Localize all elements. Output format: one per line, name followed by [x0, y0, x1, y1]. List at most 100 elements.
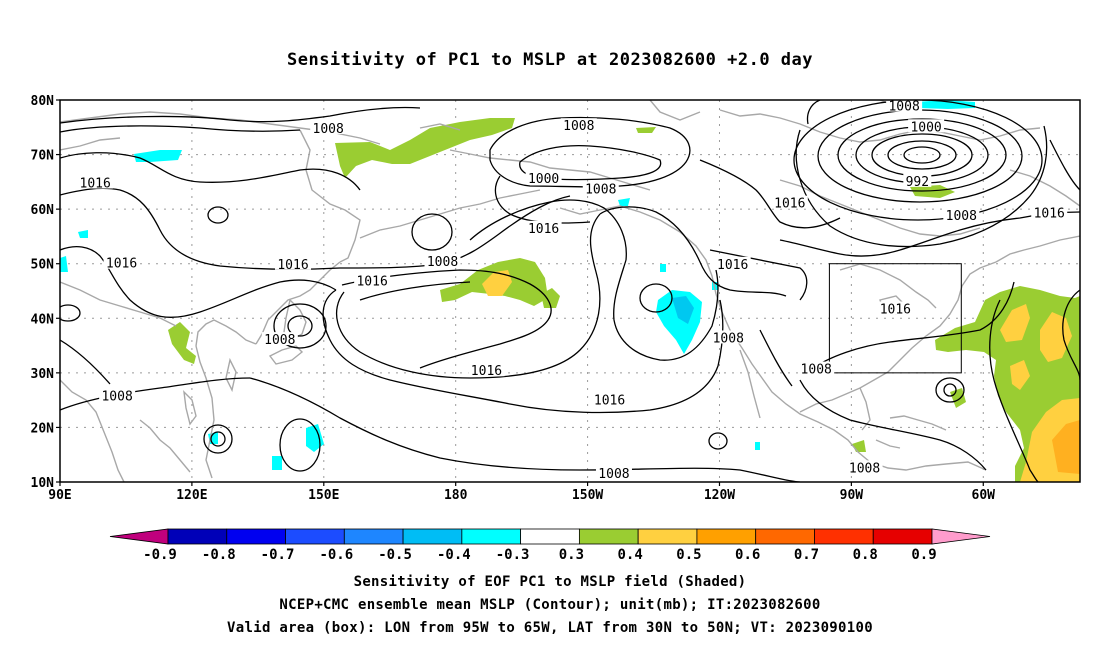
contour-label: 1008: [849, 461, 880, 476]
contour-label-bg: [525, 220, 562, 234]
contour-label: 1008: [563, 119, 594, 134]
shade-patch-green: [168, 322, 196, 364]
contour-label-bg: [903, 173, 932, 187]
caption-shading: Sensitivity of EOF PC1 to MSLP field (Sh…: [353, 574, 747, 590]
shade-patch-yellow: [1040, 312, 1072, 362]
contour-ring: [210, 431, 226, 447]
contour-line: [469, 199, 627, 261]
colorbar-box: [343, 528, 404, 545]
contour-line: [806, 100, 821, 125]
colorbar-box: [520, 528, 580, 545]
contour-label: 1016: [774, 197, 805, 212]
colorbar-label: 0.4: [618, 547, 643, 563]
contour-label: 1008: [946, 209, 977, 224]
contour-label: 1008: [313, 122, 344, 137]
contour-ring: [273, 303, 327, 349]
colorbar-box: [814, 528, 874, 545]
contour-label-bg: [886, 100, 923, 112]
shade-patch-cyan: [78, 230, 88, 238]
shade-patch-cyan: [660, 264, 666, 272]
contour-label: 1008: [598, 467, 629, 482]
shade-patch-green: [910, 185, 955, 198]
contour-label: 1016: [1034, 207, 1065, 222]
shade-patch-orange: [1052, 420, 1080, 474]
lat-tick-label: 70N: [31, 149, 55, 164]
lat-tick-label: 40N: [31, 312, 55, 327]
contour-label: 1008: [801, 363, 832, 378]
colorbar-box: [696, 528, 757, 545]
map-frame: [59, 99, 1081, 483]
contour-line: [60, 339, 111, 385]
contour-label-bg: [710, 330, 747, 344]
contour-line: [759, 329, 793, 387]
contour-label-bg: [310, 120, 347, 134]
colorbar-box: [167, 528, 228, 545]
caption-contour: NCEP+CMC ensemble mean MSLP (Contour); u…: [279, 597, 821, 613]
contour-ring: [279, 418, 321, 472]
contour-label-bg: [771, 195, 808, 209]
shade-patch-yellow: [1010, 360, 1030, 390]
contour-line: [1062, 289, 1080, 381]
contour-ring: [935, 377, 965, 403]
shade-patch-green: [335, 118, 515, 178]
lat-tick-label: 30N: [31, 367, 55, 382]
colorbar-lower-extension: [109, 528, 169, 545]
contour-labels: 1008 1016 1008 1000 1008 1008 1000 992 1016 1008 1…: [77, 100, 1068, 482]
contour-label: 1016: [106, 257, 137, 272]
contour-line: [60, 125, 301, 133]
colorbar-label: -0.9: [143, 547, 177, 563]
contour-line: [60, 106, 421, 124]
colorbar-label: -0.7: [261, 547, 295, 563]
colorbar-label: -0.8: [202, 547, 236, 563]
colorbar-box: [755, 528, 815, 545]
contour-label-bg: [99, 388, 136, 402]
lon-tick-label: 150E: [308, 488, 339, 503]
contour-line: [599, 206, 787, 297]
shade-patch-cyan: [134, 150, 182, 162]
colorbar-label: -0.4: [437, 547, 471, 563]
colorbar-label: 0.8: [853, 547, 878, 563]
contour-label: 1016: [528, 222, 559, 237]
caption-valid-area: Valid area (box): LON from 95W to 65W, L…: [227, 620, 873, 636]
colorbar-box: [461, 528, 522, 545]
contour-label-bg: [354, 273, 391, 287]
colorbar-label: 0.5: [676, 547, 701, 563]
contour-label: 1008: [427, 255, 458, 270]
contour-label-bg: [525, 171, 562, 185]
colorbar-label: -0.3: [496, 547, 530, 563]
colorbar-upper-extension: [931, 528, 991, 545]
shade-patch-yellow: [482, 270, 512, 296]
lat-tick-label: 20N: [31, 421, 55, 436]
contour-label-bg: [275, 256, 312, 270]
contour-label: 1000: [528, 172, 559, 187]
shade-patch-yellow: [1000, 304, 1030, 342]
colorbar-label: 0.7: [794, 547, 819, 563]
sensitivity-shading: [60, 100, 1080, 482]
contour-line: [494, 175, 591, 224]
lon-tick-label: 90E: [48, 488, 71, 503]
contour-line: [60, 377, 251, 411]
contour-label-bg: [595, 465, 632, 479]
shade-patch-cyan: [272, 456, 282, 470]
colorbar-label: -0.6: [319, 547, 353, 563]
colorbar-label: 0.6: [735, 547, 760, 563]
contour-line: [249, 377, 801, 482]
colorbar: -0.9 -0.8 -0.7 -0.6 -0.5 -0.4 -0.3 0.3 0.4 0.5 0.6…: [109, 528, 991, 563]
shade-patch-cyan: [618, 198, 630, 206]
contour-ring: [837, 118, 1007, 192]
contour-label-bg: [77, 175, 114, 189]
contour-ring: [943, 383, 957, 397]
contour-label: 1008: [101, 389, 132, 404]
contour-label-bg: [591, 392, 628, 406]
contour-line: [60, 152, 361, 191]
shade-patch-green: [636, 127, 656, 133]
contour-label-bg: [714, 256, 751, 270]
shade-patch-cyan: [755, 442, 760, 450]
contour-line: [613, 259, 719, 361]
shade-patch-cyan: [915, 100, 975, 109]
contour-label: 1008: [713, 331, 744, 346]
contour-label-bg: [424, 254, 461, 268]
contour-label: 1000: [910, 120, 941, 135]
lat-tick-label: 50N: [31, 258, 55, 273]
contour-ring: [793, 100, 1043, 221]
